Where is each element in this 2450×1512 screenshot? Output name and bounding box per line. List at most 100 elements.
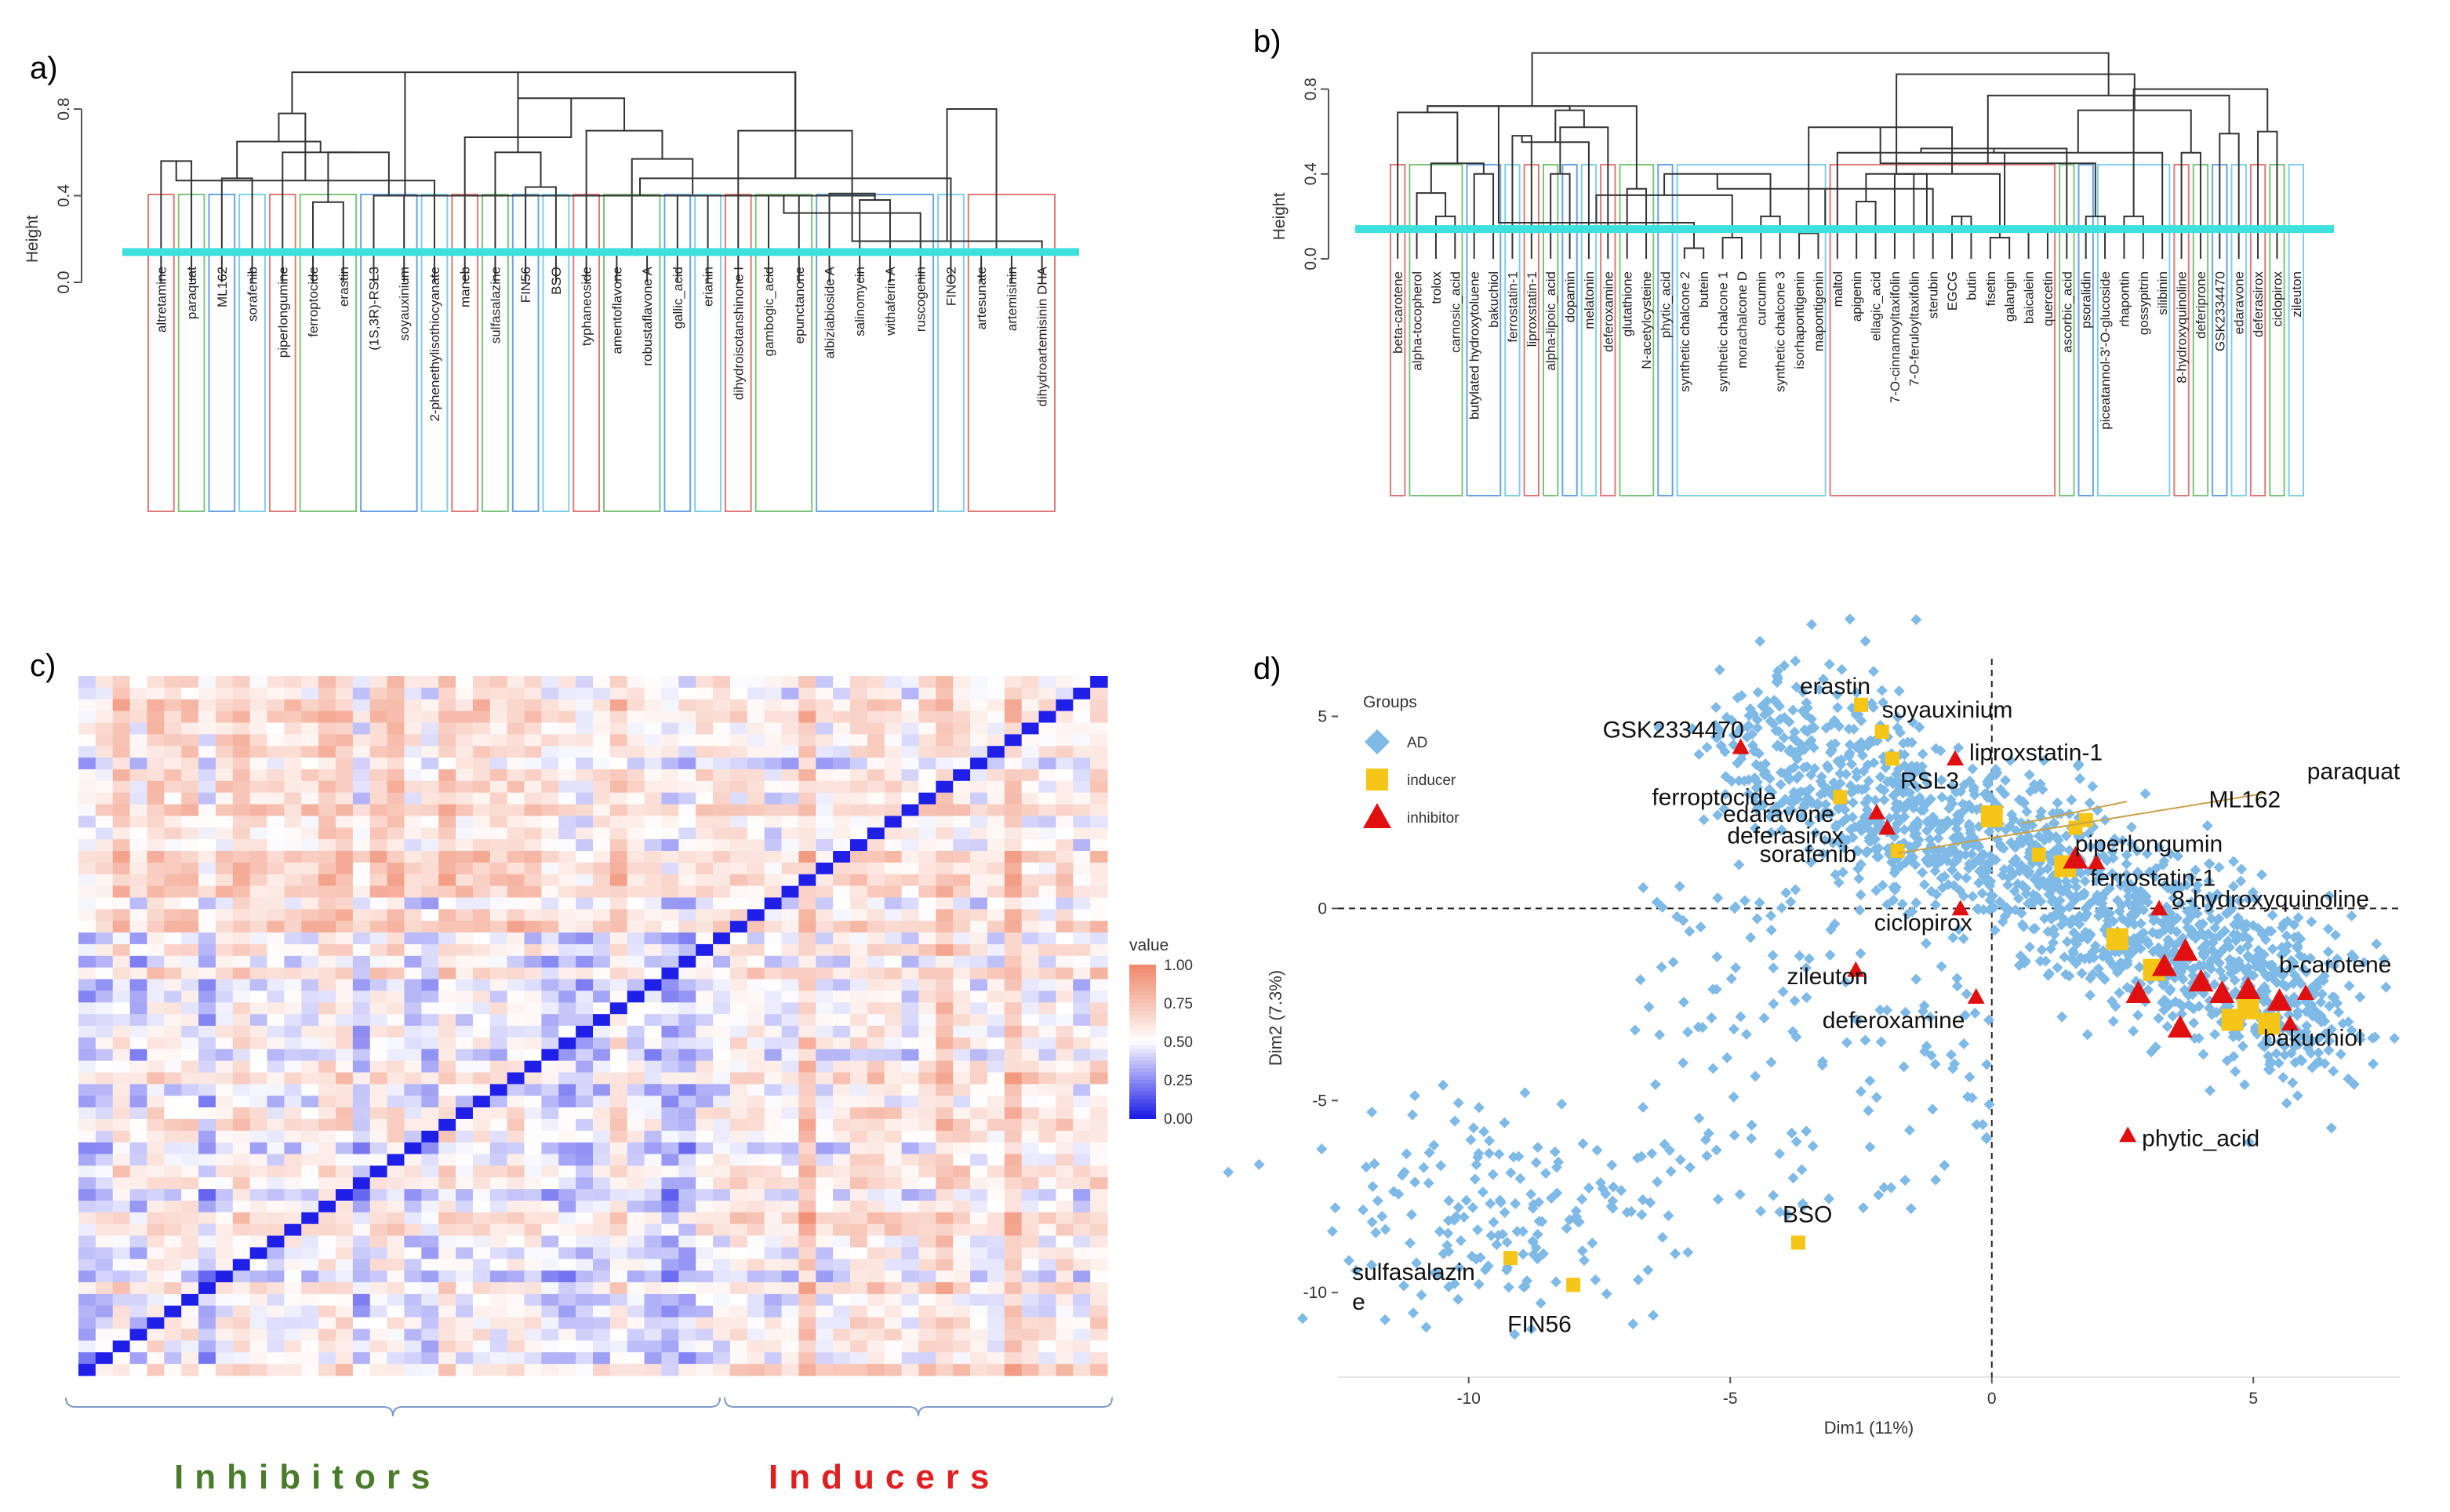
heatmap-cell — [318, 851, 336, 863]
ad-point — [2234, 895, 2245, 907]
ad-point — [1892, 711, 1903, 723]
heatmap-cell — [833, 816, 851, 828]
heatmap-cell — [284, 1154, 302, 1166]
heatmap-cell — [747, 699, 765, 712]
y-tick-label: 0.8 — [55, 97, 73, 120]
heatmap-cell — [215, 758, 234, 770]
heatmap-cell — [576, 711, 594, 724]
heatmap-cell — [524, 1002, 542, 1015]
heatmap-cell — [901, 1317, 920, 1330]
heatmap-cell — [953, 955, 971, 969]
heatmap-cell — [936, 955, 954, 969]
heatmap-cell — [387, 897, 405, 910]
heatmap-cell — [181, 932, 199, 945]
heatmap-cell — [1056, 1352, 1074, 1365]
heatmap-cell — [678, 827, 696, 840]
heatmap-cell — [678, 1026, 696, 1038]
heatmap-cell — [816, 1223, 834, 1237]
heatmap-cell — [301, 1072, 319, 1085]
heatmap-cell — [352, 1247, 371, 1259]
heatmap-cell — [953, 780, 971, 794]
heatmap-cell — [884, 711, 903, 724]
heatmap-cell — [1004, 943, 1023, 957]
heatmap-cell — [438, 758, 456, 770]
heatmap-cell — [421, 1177, 439, 1190]
heatmap-cell — [129, 897, 148, 910]
heatmap-cell — [816, 1165, 834, 1178]
ad-point — [2104, 882, 2116, 894]
heatmap-cell — [164, 1189, 182, 1201]
heatmap-cell — [1073, 1223, 1091, 1237]
heatmap-cell — [489, 1177, 508, 1190]
heatmap-cell — [129, 909, 148, 921]
heatmap-cell — [164, 711, 182, 724]
heatmap-cell — [301, 1270, 319, 1283]
heatmap-cell — [78, 990, 96, 1003]
heatmap-cell — [884, 769, 903, 782]
heatmap-cell — [884, 932, 903, 945]
heatmap-cell — [627, 1328, 645, 1341]
y-tick-label: 0.8 — [1302, 78, 1320, 100]
heatmap-cell — [609, 734, 628, 747]
heatmap-cell — [696, 1084, 714, 1096]
heatmap-cell — [301, 1002, 319, 1015]
heatmap-cell — [644, 967, 663, 980]
ad-point — [1772, 677, 1783, 689]
heatmap-cell — [524, 734, 542, 747]
heatmap-cell — [524, 990, 542, 1003]
legend-gradient-step — [1129, 1006, 1156, 1012]
heatmap-cell — [781, 1223, 799, 1237]
heatmap-cell — [318, 874, 336, 887]
dendrogram-branch — [1893, 173, 1915, 259]
heatmap-cell — [867, 885, 885, 899]
heatmap-cell — [249, 967, 268, 980]
heatmap-cell — [421, 990, 439, 1003]
ad-point — [2239, 1079, 2251, 1091]
heatmap-cell — [147, 990, 165, 1003]
heatmap-cell — [850, 1352, 868, 1365]
heatmap-cell — [112, 932, 131, 945]
heatmap-cell — [318, 769, 336, 782]
heatmap-cell — [764, 990, 783, 1003]
heatmap-cell — [593, 885, 611, 899]
heatmap-cell — [901, 1223, 920, 1237]
heatmap-cell — [147, 1072, 165, 1085]
heatmap-cell — [489, 1014, 508, 1027]
heatmap-cell — [489, 734, 508, 747]
heatmap-cell — [901, 932, 920, 945]
heatmap-cell — [576, 1328, 594, 1341]
heatmap-cell — [129, 1282, 148, 1295]
heatmap-cell — [438, 699, 456, 712]
heatmap-cell — [267, 1364, 285, 1376]
heatmap-cell — [764, 699, 783, 712]
ad-point — [2279, 1049, 2291, 1061]
ad-point — [1790, 655, 1801, 667]
heatmap-cell — [884, 1049, 903, 1062]
heatmap-cell — [901, 711, 920, 724]
dendrogram-branch — [639, 177, 952, 282]
heatmap-cell — [456, 1340, 474, 1353]
heatmap-cell — [524, 943, 542, 957]
heatmap-cell — [661, 1142, 679, 1155]
heatmap-cell — [198, 746, 216, 758]
leaf-label: ellagic_acid — [1869, 271, 1884, 341]
ad-point — [2322, 923, 2334, 935]
heatmap-cell — [884, 1014, 903, 1027]
ad-point — [2203, 875, 2215, 887]
heatmap-cell — [198, 1305, 216, 1318]
heatmap-cell — [678, 687, 696, 700]
heatmap-cell — [558, 1293, 576, 1307]
heatmap-cell — [867, 1084, 885, 1096]
heatmap-cell — [696, 734, 714, 747]
ad-point — [2141, 848, 2153, 860]
heatmap-cell — [147, 746, 165, 758]
heatmap-cell — [438, 1060, 456, 1074]
leaf-label: altretamine — [154, 267, 169, 333]
heatmap-cell — [232, 955, 251, 969]
heatmap-cell — [112, 804, 131, 816]
heatmap-cell — [369, 1060, 388, 1074]
heatmap-cell — [798, 1247, 816, 1259]
heatmap-cell — [833, 909, 851, 921]
heatmap-cell — [713, 722, 731, 735]
